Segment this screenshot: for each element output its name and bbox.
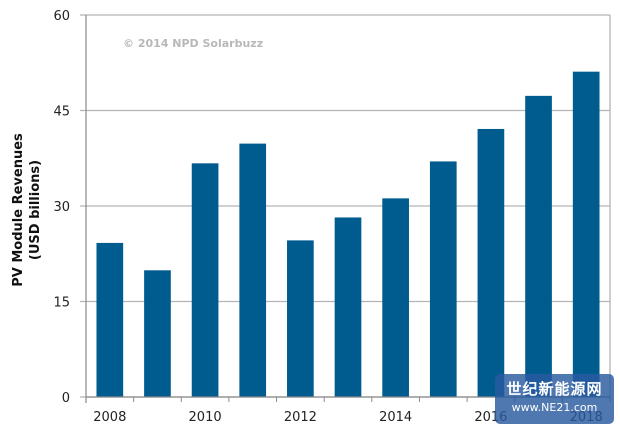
bar-2008	[96, 242, 124, 397]
y-axis-label-line2: (USD billions)	[28, 160, 43, 260]
y-axis-label-line1: PV Module Revenues	[11, 133, 26, 287]
bar-2014	[382, 198, 409, 397]
y-tick-label-60: 60	[53, 9, 70, 24]
watermark-url: www.NE21.com	[511, 401, 598, 414]
y-tick-label-45: 45	[53, 105, 70, 120]
y-tick-label-0: 0	[62, 391, 70, 406]
ne21-watermark-logo: 世纪新能源网 www.NE21.com	[495, 374, 614, 424]
x-tick-label-2010: 2010	[189, 410, 222, 425]
y-tick-label-15: 15	[53, 296, 70, 311]
x-tick-label-2014: 2014	[379, 410, 412, 425]
bar-2016	[477, 128, 505, 398]
bar-2015	[429, 161, 457, 397]
bar-2012	[287, 240, 314, 397]
watermark-chinese: 世纪新能源网	[506, 380, 603, 398]
y-tick-label-30: 30	[53, 200, 70, 215]
bar-2011	[239, 143, 267, 397]
bar-2010	[191, 163, 219, 397]
bar-2018	[572, 71, 600, 397]
bar-2013	[334, 217, 362, 397]
x-tick-label-2008: 2008	[93, 410, 126, 425]
bar-2017	[525, 95, 552, 398]
copyright-annotation: © 2014 NPD Solarbuzz	[123, 37, 263, 50]
bar-2009	[144, 270, 171, 397]
x-tick-label-2012: 2012	[284, 410, 317, 425]
